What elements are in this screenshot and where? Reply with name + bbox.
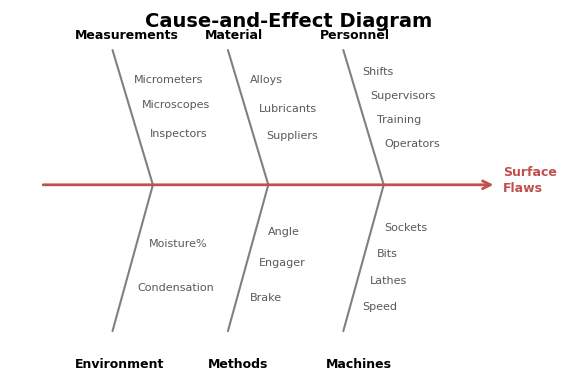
Text: Suppliers: Suppliers	[267, 131, 319, 141]
Text: Condensation: Condensation	[137, 283, 214, 293]
Text: Cause-and-Effect Diagram: Cause-and-Effect Diagram	[145, 12, 432, 30]
Text: Sockets: Sockets	[384, 223, 428, 233]
Text: Angle: Angle	[268, 228, 299, 238]
Text: Speed: Speed	[362, 302, 398, 312]
Text: Microscopes: Microscopes	[142, 100, 210, 110]
Text: Operators: Operators	[384, 139, 440, 149]
Text: Surface
Flaws: Surface Flaws	[503, 166, 557, 196]
Text: Material: Material	[205, 29, 263, 42]
Text: Bits: Bits	[377, 249, 398, 259]
Text: Moisture%: Moisture%	[149, 239, 208, 249]
Text: Shifts: Shifts	[362, 67, 394, 77]
Text: Training: Training	[377, 115, 421, 125]
Text: Lathes: Lathes	[370, 276, 407, 286]
Text: Alloys: Alloys	[250, 75, 283, 85]
Text: Measurements: Measurements	[75, 29, 179, 42]
Text: Micrometers: Micrometers	[134, 75, 204, 85]
Text: Methods: Methods	[208, 358, 268, 371]
Text: Personnel: Personnel	[320, 29, 390, 42]
Text: Engager: Engager	[259, 258, 306, 268]
Text: Lubricants: Lubricants	[258, 104, 317, 114]
Text: Environment: Environment	[75, 358, 164, 371]
Text: Machines: Machines	[326, 358, 392, 371]
Text: Inspectors: Inspectors	[151, 129, 208, 139]
Text: Supervisors: Supervisors	[370, 91, 435, 101]
Text: Brake: Brake	[250, 293, 282, 303]
